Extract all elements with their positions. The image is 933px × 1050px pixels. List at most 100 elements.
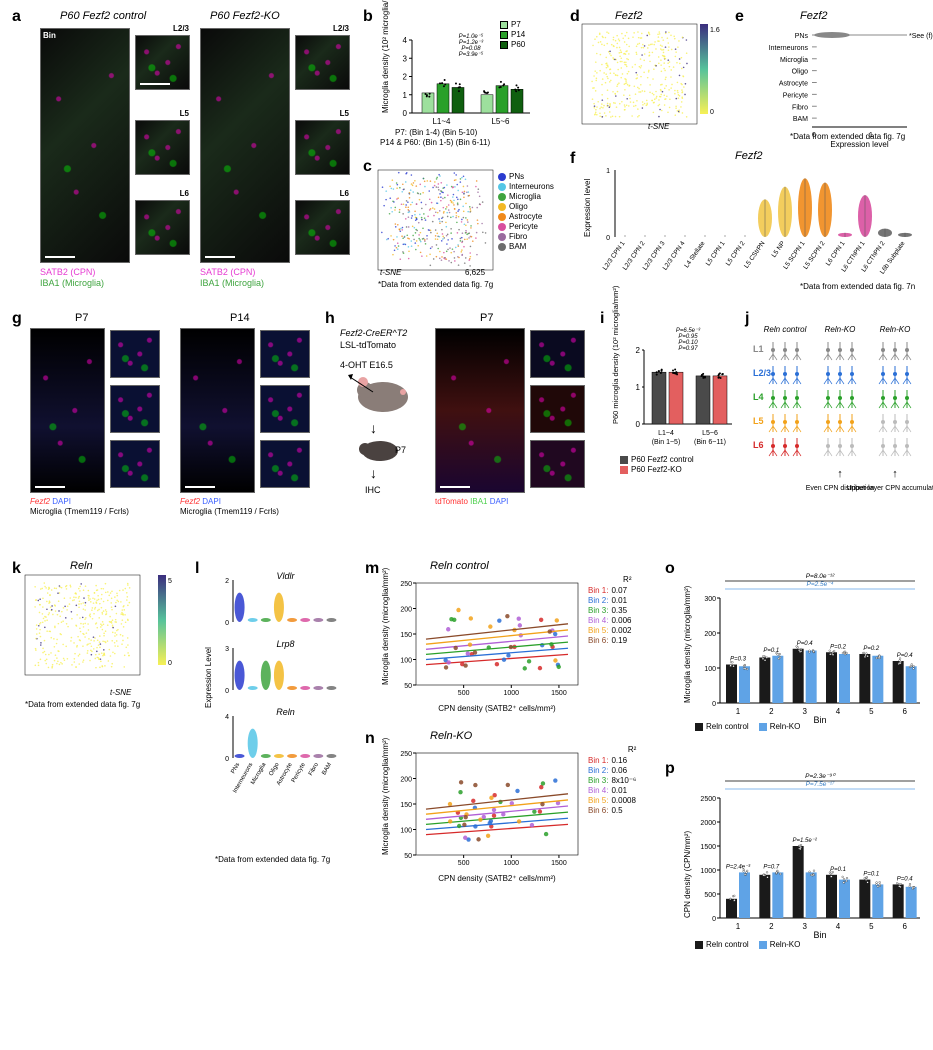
svg-text:1500: 1500: [551, 860, 567, 867]
svg-text:Expression level: Expression level: [830, 140, 888, 149]
panel-h-markers: tdTomato IBA1 DAPI: [435, 497, 508, 506]
sb: [440, 486, 470, 488]
svg-text:0: 0: [636, 420, 641, 429]
sb: [35, 486, 65, 488]
svg-text:Expression Level: Expression Level: [204, 647, 213, 708]
arrow1: ↓: [370, 420, 377, 436]
t: Fezf2: [30, 497, 50, 506]
svg-text:P=2.5e⁻⁴: P=2.5e⁻⁴: [806, 581, 833, 588]
svg-text:P=0.1: P=0.1: [763, 648, 779, 654]
svg-text:2: 2: [225, 578, 229, 585]
svg-text:Microglia density (microglia/m: Microglia density (microglia/mm²): [381, 737, 390, 855]
chart-o: 01002003001P=0.32P=0.13P=0.44P=0.25P=0.2…: [678, 570, 928, 725]
tsne-k-lab: t-SNE: [110, 688, 131, 697]
chart-o-legend: Reln controlReln-KO: [695, 722, 810, 733]
svg-text:0: 0: [168, 660, 172, 667]
svg-text:L1: L1: [753, 344, 764, 354]
svg-text:1: 1: [736, 707, 741, 716]
svg-text:3: 3: [403, 54, 408, 63]
svg-text:↑: ↑: [892, 468, 898, 480]
panel-a-label: a: [12, 8, 21, 26]
svg-text:200: 200: [400, 607, 412, 614]
t: Fezf2-CreER^T2: [340, 328, 407, 338]
svg-text:P=0.4: P=0.4: [897, 653, 914, 659]
svg-text:1: 1: [606, 168, 610, 175]
svg-text:Reln-KO: Reln-KO: [880, 325, 911, 334]
t: IBA1 (Microglia): [40, 278, 104, 288]
svg-text:6: 6: [902, 922, 907, 931]
panel-a-left-inset3: L6: [135, 200, 190, 255]
svg-text:3: 3: [802, 922, 807, 931]
inset-l: L2/3: [173, 24, 189, 33]
panel-a-marker2b: IBA1 (Microglia): [200, 278, 264, 288]
panel-k-label: k: [12, 560, 21, 578]
svg-text:500: 500: [458, 860, 470, 867]
t: Fezf2: [180, 497, 200, 506]
svg-text:5: 5: [168, 578, 172, 585]
svg-text:Fibro: Fibro: [792, 104, 808, 111]
t: SATB2 (CPN): [40, 267, 95, 277]
panel-a-title-right: P60 Fezf2-KO: [210, 10, 280, 22]
svg-text:PNs: PNs: [795, 33, 809, 40]
svg-text:0: 0: [712, 701, 716, 708]
svg-text:Reln-KO: Reln-KO: [825, 325, 856, 334]
svg-text:↑: ↑: [837, 468, 843, 480]
svg-text:0: 0: [710, 109, 714, 116]
h-scheme-2: LSL-tdTomato: [340, 340, 396, 350]
sb: [140, 83, 170, 85]
panel-g-l-i1: [110, 330, 160, 378]
inset-l: L6: [340, 189, 349, 198]
svg-text:Oligo: Oligo: [268, 761, 281, 777]
panel-f-label: f: [570, 150, 575, 168]
panel-a-left-inset2: L5: [135, 120, 190, 175]
svg-text:100: 100: [400, 828, 412, 835]
svg-text:P=0.7: P=0.7: [763, 864, 780, 870]
svg-text:BAM: BAM: [793, 116, 808, 123]
svg-text:5: 5: [869, 922, 874, 931]
svg-text:P=0.2: P=0.2: [863, 646, 880, 652]
panel-b-label: b: [363, 8, 373, 26]
svg-text:Microglia density (microglia/m: Microglia density (microglia/mm²): [683, 585, 692, 703]
chart-l: Vldlr20Lrp830Reln40PNsInterneuronsMicrog…: [205, 572, 350, 852]
panel-g-title-r: P14: [230, 312, 250, 324]
svg-text:L5: L5: [753, 416, 764, 426]
panel-h-img-title: P7: [480, 312, 493, 324]
svg-text:2: 2: [769, 922, 774, 931]
tsne-k-note: *Data from extended data fig. 7g: [25, 700, 140, 709]
svg-text:100: 100: [704, 666, 716, 673]
svg-text:P=3.9e⁻⁵: P=3.9e⁻⁵: [459, 51, 484, 58]
svg-text:200: 200: [704, 631, 716, 638]
svg-text:CPN density (CPN/mm²): CPN density (CPN/mm²): [683, 831, 692, 918]
svg-text:300: 300: [704, 596, 716, 603]
svg-text:Astrocyte: Astrocyte: [779, 81, 808, 88]
panel-g-r-main: [180, 328, 255, 493]
panel-a-title-left: P60 Fezf2 control: [60, 10, 146, 22]
svg-text:P=7.5e⁻¹⁷: P=7.5e⁻¹⁷: [806, 781, 835, 788]
svg-text:Lrp8: Lrp8: [276, 639, 294, 649]
svg-text:Bin: Bin: [813, 715, 826, 725]
svg-text:Pericyte: Pericyte: [783, 92, 808, 99]
svg-text:L4: L4: [753, 392, 764, 402]
inset-l: L5: [340, 109, 349, 118]
svg-text:4: 4: [836, 922, 841, 931]
chart-e-note: *Data from extended data fig. 7g: [790, 132, 905, 141]
chart-e: PNs*See (f)InterneuronsMicrogliaOligoAst…: [750, 22, 920, 132]
svg-text:4: 4: [836, 707, 841, 716]
svg-text:0: 0: [606, 235, 610, 242]
svg-text:P=0.1: P=0.1: [830, 867, 846, 873]
svg-text:0: 0: [403, 109, 408, 118]
t: DAPI: [490, 497, 509, 506]
panel-h-i1: [530, 330, 585, 378]
svg-text:6: 6: [902, 707, 907, 716]
chart-b-sub1: P7: (Bin 1-4) (Bin 5-10): [395, 128, 477, 137]
panel-c-label: c: [363, 158, 372, 176]
svg-text:L4 Stellate: L4 Stellate: [683, 240, 707, 269]
tsne-c-label: t-SNE: [380, 268, 401, 277]
panel-g-l-i3: [110, 440, 160, 488]
svg-text:1: 1: [403, 91, 408, 100]
panel-e-title: Fezf2: [800, 10, 828, 22]
chart-i-legend: P60 Fezf2 controlP60 Fezf2-KO: [620, 455, 694, 475]
svg-text:Interneurons: Interneurons: [769, 45, 809, 52]
svg-text:L5~6: L5~6: [702, 430, 718, 437]
panel-g-title-l: P7: [75, 312, 88, 324]
